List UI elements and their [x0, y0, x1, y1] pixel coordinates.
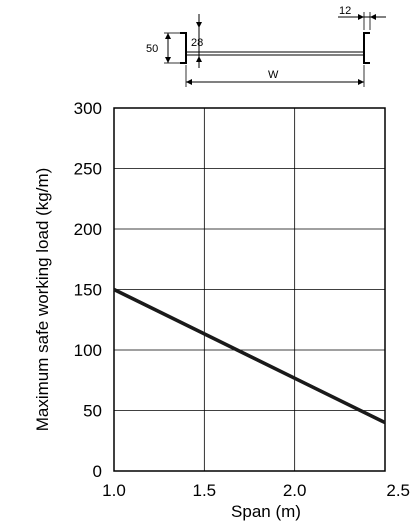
lip-dimension-label: 12 — [339, 5, 351, 17]
width-dimension-label: W — [268, 69, 279, 81]
y-tick-label: 150 — [74, 281, 102, 300]
y-tick-label: 0 — [93, 462, 102, 481]
gap-dimension-label: 28 — [191, 37, 203, 49]
y-tick-label: 250 — [74, 160, 102, 179]
x-tick-labels: 1.0 1.5 2.0 2.5 — [102, 481, 410, 500]
y-tick-label: 300 — [74, 99, 102, 118]
right-bracket-shape — [363, 32, 370, 64]
y-tick-label: 200 — [74, 220, 102, 239]
y-tick-label: 100 — [74, 341, 102, 360]
x-axis-label: Span (m) — [231, 502, 301, 521]
height-dimension-label: 50 — [146, 43, 158, 55]
diagram-arrowheads — [165, 14, 376, 85]
series-line — [113, 287, 386, 425]
chart-grid — [114, 108, 385, 471]
y-tick-label: 50 — [83, 402, 102, 421]
left-bracket-shape — [180, 32, 187, 64]
x-tick-label: 2.5 — [386, 481, 410, 500]
x-tick-label: 1.5 — [193, 481, 217, 500]
chart-series — [113, 287, 386, 425]
y-axis-label: Maximum safe working load (kg/m) — [33, 168, 52, 432]
y-tick-labels: 0 50 100 150 200 250 300 — [74, 99, 102, 481]
x-tick-label: 2.0 — [283, 481, 307, 500]
x-tick-label: 1.0 — [102, 481, 126, 500]
cross-section-diagram — [164, 12, 386, 87]
